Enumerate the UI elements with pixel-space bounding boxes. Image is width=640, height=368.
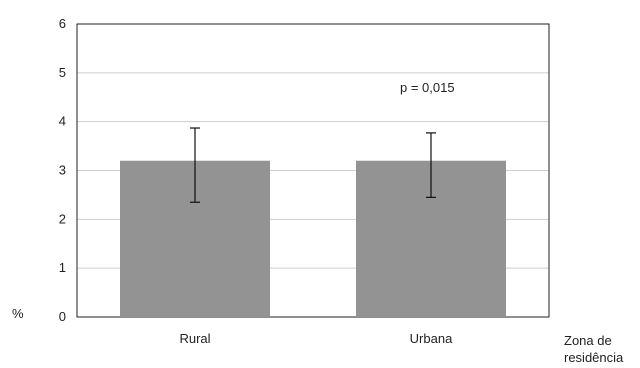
p-value-annotation: p = 0,015 [400,80,455,95]
y-tick-label: 3 [59,163,66,178]
bars [120,160,506,317]
y-tick-label: 5 [59,65,66,80]
x-category-labels: Rural Urbana [179,331,453,346]
y-tick-labels: 0 1 2 3 4 5 6 [59,16,66,324]
error-bars [190,127,436,203]
x-axis-label-line-2: residência [564,350,624,365]
y-tick-label: 0 [59,309,66,324]
error-bar-rural [190,127,200,203]
plot-area-frame [76,23,550,318]
y-axis-label: % [12,306,24,321]
y-tick-label: 1 [59,260,66,275]
category-label-rural: Rural [179,331,210,346]
y-tick-label: 6 [59,16,66,31]
y-tick-label: 2 [59,211,66,226]
y-tick-label: 4 [59,114,66,129]
category-label-urbana: Urbana [410,331,453,346]
error-bar-urbana [426,132,436,198]
x-axis-label-line-1: Zona de [564,333,612,348]
x-axis-label: Zona de residência [564,333,624,365]
